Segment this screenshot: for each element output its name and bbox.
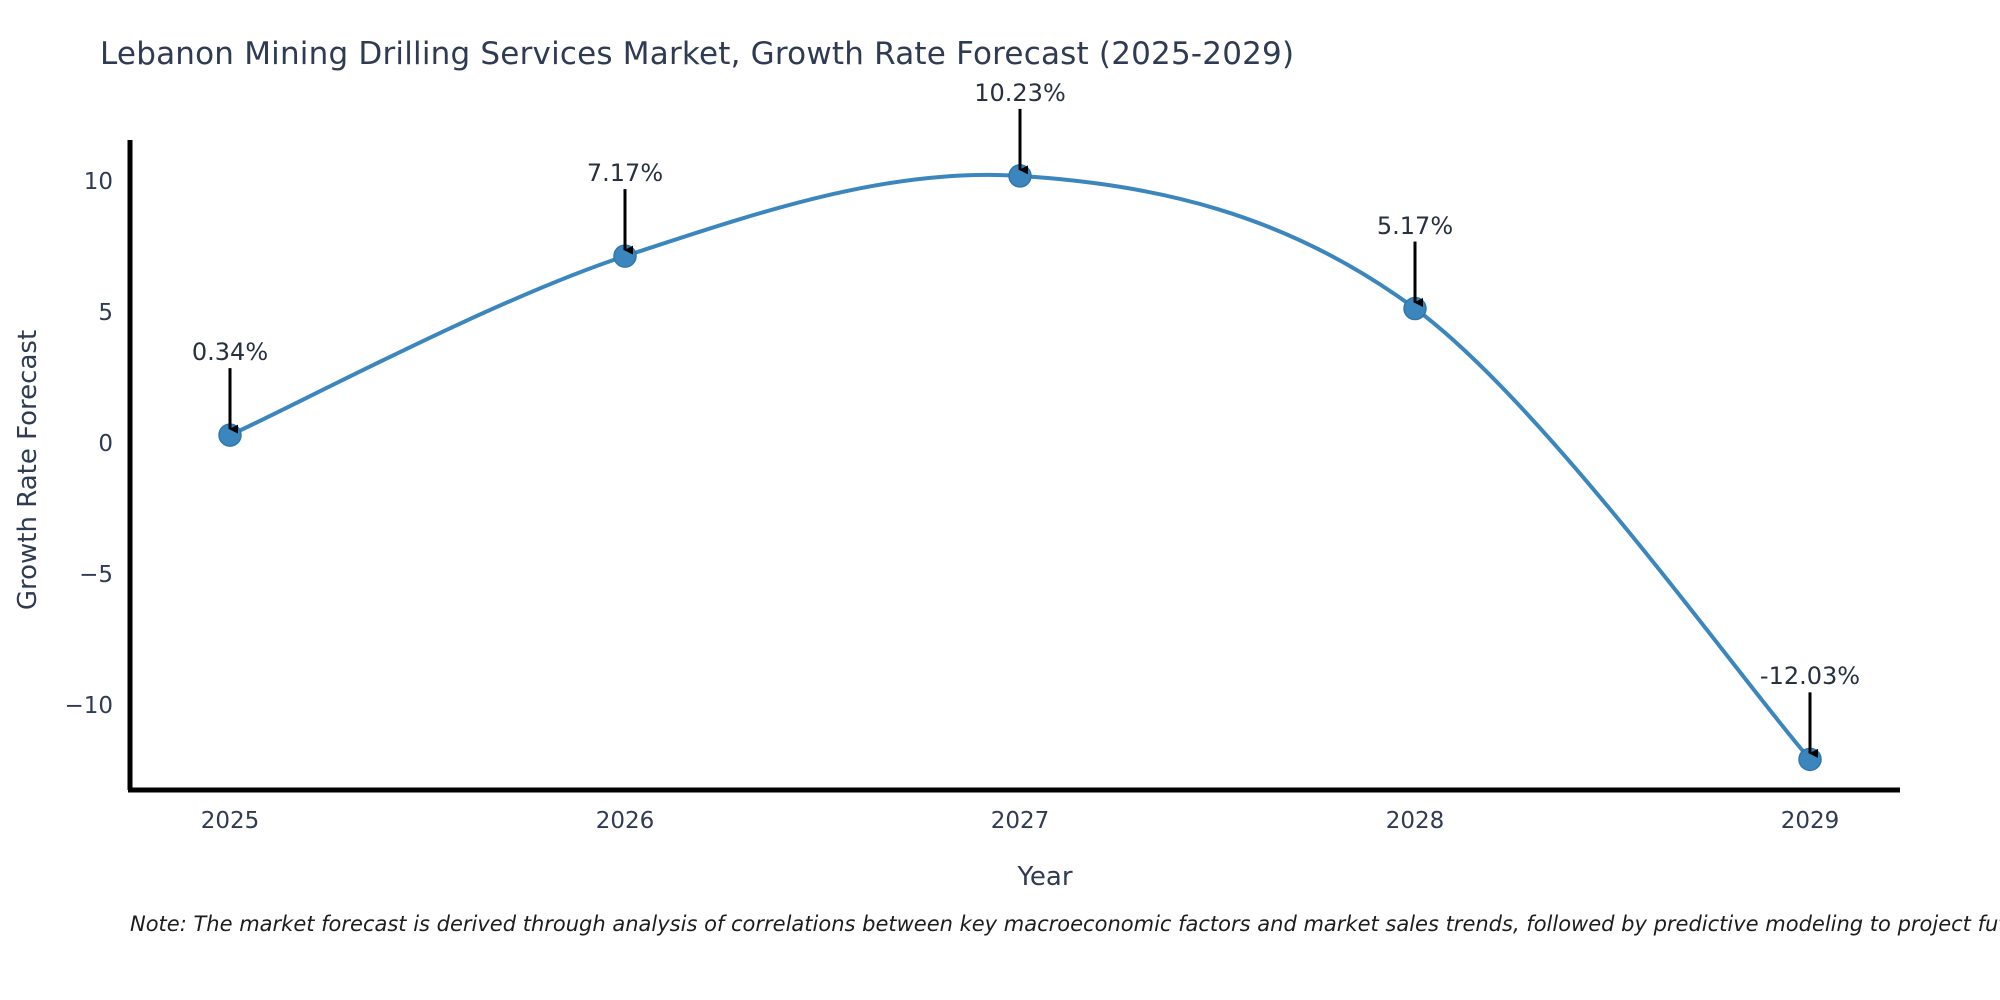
point-annotation-2028: 5.17% — [1376, 211, 1454, 240]
chart-footnote: Note: The market forecast is derived thr… — [130, 912, 2000, 936]
y-tick-label-4: −10 — [64, 693, 113, 720]
chart-title: Lebanon Mining Drilling Services Market,… — [100, 36, 1295, 72]
y-axis-label: Growth Rate Forecast — [13, 329, 43, 611]
point-annotation-2025: 0.34% — [191, 338, 269, 367]
point-annotation-2029: -12.03% — [1759, 662, 1861, 691]
y-tick-label-2: 0 — [98, 431, 113, 458]
y-tick-label-1: 5 — [98, 299, 113, 326]
x-axis-label: Year — [1017, 862, 1073, 892]
x-tick-label-2028: 2028 — [1385, 808, 1445, 834]
x-tick-label-2026: 2026 — [595, 808, 655, 834]
point-annotation-2027: 10.23% — [974, 78, 1066, 107]
x-tick-label-2029: 2029 — [1780, 808, 1840, 834]
data-line-series — [228, 172, 1812, 762]
y-tick-label-3: −5 — [79, 562, 113, 589]
data-point-markers — [218, 164, 1822, 772]
x-tick-label-2025: 2025 — [200, 808, 260, 834]
point-annotation-2026: 7.17% — [586, 159, 664, 188]
x-tick-label-2027: 2027 — [990, 808, 1050, 834]
y-tick-label-0: 10 — [83, 168, 113, 195]
annotation-arrows — [228, 108, 1818, 758]
